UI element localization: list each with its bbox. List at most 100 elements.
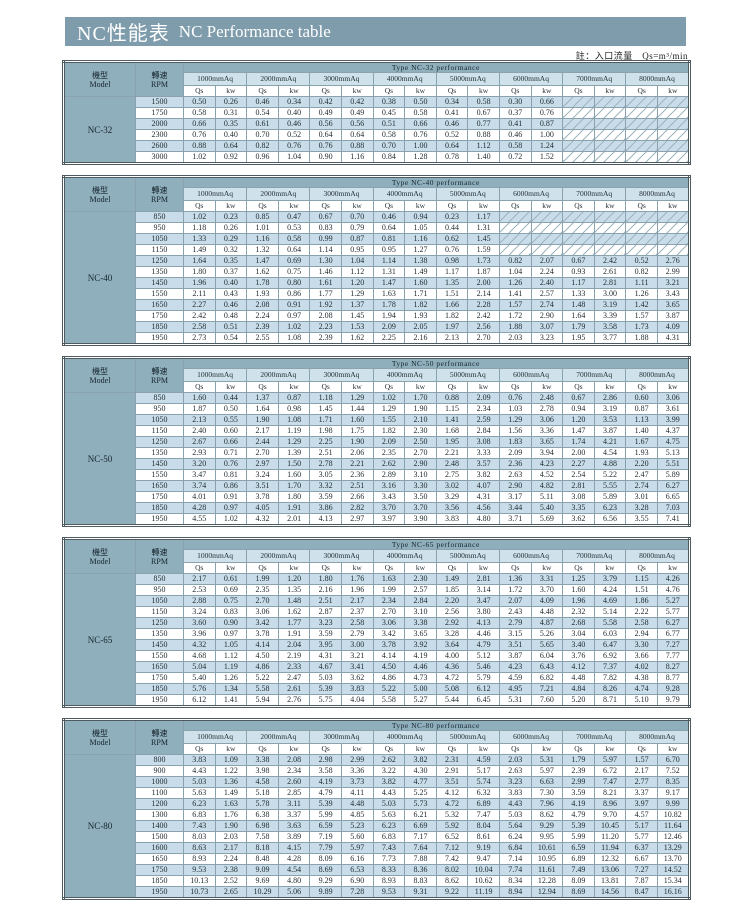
qs-cell: 0.67 xyxy=(309,211,342,223)
qs-cell: 3.83 xyxy=(183,754,216,766)
qs-cell: 3.76 xyxy=(562,650,595,662)
qs-cell: 2.43 xyxy=(498,606,532,618)
kw-cell: 0.46 xyxy=(277,118,311,130)
qs-cell: 6.98 xyxy=(246,820,279,832)
qs-cell: 1.47 xyxy=(246,255,279,267)
qs-cell: 1.88 xyxy=(625,332,658,345)
kw-cell: 0.35 xyxy=(214,118,248,130)
kw-cell: 3.21 xyxy=(340,650,374,662)
qs-cell xyxy=(562,222,595,234)
kw-cell: 1.17 xyxy=(467,211,500,223)
qs-cell: 6.24 xyxy=(498,831,532,843)
qs-cell: 6.59 xyxy=(562,842,595,854)
kw-cell: 0.64 xyxy=(340,129,374,141)
kw-cell: 16.16 xyxy=(656,886,690,899)
pressure-header: 3000mmAq xyxy=(309,72,374,86)
qs-cell: 6.84 xyxy=(498,842,532,854)
kw-cell: 3.06 xyxy=(530,414,564,426)
kw-header: kw xyxy=(467,200,500,212)
kw-cell: 3.10 xyxy=(404,606,437,618)
kw-cell: 1.45 xyxy=(467,233,500,245)
kw-cell: 2.85 xyxy=(277,787,311,799)
kw-cell: 7.64 xyxy=(404,842,437,854)
kw-cell: 2.09 xyxy=(467,392,500,404)
table-row: 1450 4.32 1.05 4.14 2.04 3.95 3.00 3.78 3.92 3.64… xyxy=(64,639,690,651)
pressure-header: 4000mmAq xyxy=(372,730,437,744)
kw-cell: 0.26 xyxy=(214,222,248,234)
kw-cell: 1.90 xyxy=(340,436,374,448)
rpm-cell: 1750 xyxy=(135,310,184,322)
table-row: 950 1.18 0.26 1.01 0.53 0.83 0.79 0.64 1.05 0.44 1… xyxy=(64,222,690,234)
qs-cell: 2.20 xyxy=(435,595,469,607)
qs-cell: 0.30 xyxy=(498,96,532,108)
kw-cell: 9.70 xyxy=(593,809,627,821)
kw-header: kw xyxy=(656,85,690,97)
rpm-cell: 1050 xyxy=(135,414,184,426)
kw-cell: 0.23 xyxy=(214,211,248,223)
qs-cell: 5.94 xyxy=(246,694,279,707)
kw-cell: 4.19 xyxy=(404,650,437,662)
kw-cell: 4.13 xyxy=(467,617,500,629)
kw-cell: 2.99 xyxy=(340,754,374,766)
qs-cell: 8.18 xyxy=(246,842,279,854)
qs-cell: 5.03 xyxy=(183,776,216,788)
qs-cell: 3.32 xyxy=(309,480,342,492)
kw-cell: 0.29 xyxy=(214,233,248,245)
rpm-cell: 800 xyxy=(135,754,184,766)
table-row: 1000 5.03 1.36 4.58 2.60 4.19 3.73 3.82 4.77 3.51… xyxy=(64,776,690,788)
qs-cell: 8.93 xyxy=(372,875,406,887)
rpm-cell: 2300 xyxy=(135,129,184,141)
type-performance-label: Type NC-80 performance xyxy=(183,719,690,731)
qs-cell: 0.58 xyxy=(498,140,532,152)
qs-cell: 1.40 xyxy=(625,425,658,437)
kw-cell: 2.07 xyxy=(530,255,564,267)
qs-cell xyxy=(625,96,658,108)
qs-cell: 2.97 xyxy=(246,458,279,470)
kw-cell: 2.16 xyxy=(404,332,437,345)
qs-cell xyxy=(625,244,658,256)
qs-cell xyxy=(498,211,532,223)
kw-cell xyxy=(593,151,627,164)
rpm-cell: 1750 xyxy=(135,864,184,876)
qs-cell: 0.78 xyxy=(435,151,469,164)
kw-cell: 0.46 xyxy=(214,299,248,311)
qs-cell: 5.22 xyxy=(246,672,279,684)
qs-cell: 1.51 xyxy=(435,288,469,300)
qs-cell: 6.23 xyxy=(372,820,406,832)
kw-cell: 1.60 xyxy=(340,414,374,426)
rpm-cell: 1050 xyxy=(135,595,184,607)
model-header-zh: 機型 xyxy=(92,728,108,738)
kw-cell: 3.38 xyxy=(404,617,437,629)
qs-cell: 2.39 xyxy=(309,332,342,345)
qs-cell: 8.69 xyxy=(309,864,342,876)
rpm-cell: 1400 xyxy=(135,820,184,832)
qs-cell: 1.82 xyxy=(435,310,469,322)
qs-cell: 1.49 xyxy=(435,573,469,585)
qs-cell: 2.55 xyxy=(246,332,279,345)
kw-cell: 0.71 xyxy=(214,447,248,459)
rpm-cell: 1300 xyxy=(135,809,184,821)
kw-cell: 1.62 xyxy=(340,332,374,345)
kw-cell: 0.58 xyxy=(467,96,500,108)
pressure-header: 2000mmAq xyxy=(246,368,311,382)
qs-cell: 2.36 xyxy=(498,458,532,470)
kw-cell: 1.37 xyxy=(340,299,374,311)
kw-cell: 0.32 xyxy=(214,244,248,256)
model-column-header: 機型 Model xyxy=(63,61,136,97)
table-row: 1950 6.12 1.41 5.94 2.76 5.75 4.04 5.58 5.27 5.44… xyxy=(64,694,690,707)
qs-cell: 0.52 xyxy=(435,129,469,141)
kw-cell: 0.58 xyxy=(404,107,437,119)
kw-header: kw xyxy=(404,85,437,97)
kw-cell: 1.19 xyxy=(277,425,311,437)
kw-cell: 2.70 xyxy=(404,447,437,459)
qs-cell: 2.08 xyxy=(309,310,342,322)
kw-cell: 3.90 xyxy=(404,513,437,526)
kw-cell: 2.24 xyxy=(214,853,248,865)
qs-cell: 1.93 xyxy=(625,447,658,459)
qs-cell: 4.31 xyxy=(309,650,342,662)
rpm-cell: 1650 xyxy=(135,853,184,865)
kw-cell xyxy=(593,107,627,119)
kw-cell: 4.26 xyxy=(656,573,690,585)
qs-cell: 3.06 xyxy=(246,606,279,618)
rpm-column-header: 轉速 RPM xyxy=(135,61,184,97)
